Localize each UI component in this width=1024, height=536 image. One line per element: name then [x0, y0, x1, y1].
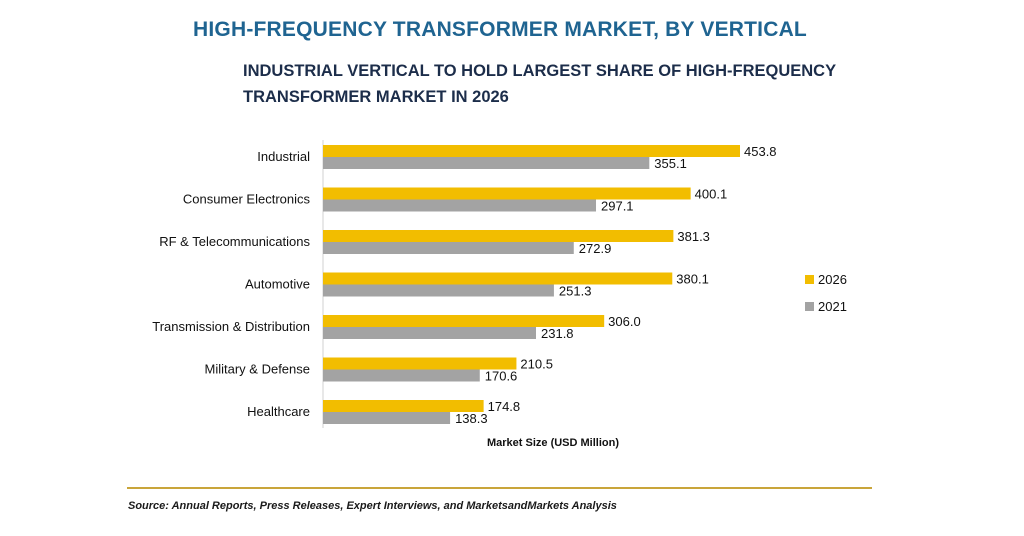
category-label-healthcare: Healthcare — [247, 404, 310, 419]
source-note: Source: Annual Reports, Press Releases, … — [128, 500, 617, 512]
legend-swatch-2026 — [805, 275, 814, 284]
data-label-industrial-2026: 453.8 — [744, 144, 777, 159]
data-label-automotive-2026: 380.1 — [676, 272, 709, 287]
bars-layer — [322, 140, 740, 428]
bar-consumer-electronics-2026 — [323, 187, 691, 200]
category-label-automotive: Automotive — [245, 277, 310, 292]
data-label-industrial-2021: 355.1 — [654, 156, 687, 171]
bar-rf-and-telecommunications-2021 — [323, 242, 574, 254]
labels-layer: Industrial 453.8 355.1 Consumer Electronics… — [152, 144, 776, 426]
bar-transmission-and-distribution-2021 — [323, 327, 537, 339]
data-label-healthcare-2021: 138.3 — [455, 411, 488, 426]
bar-industrial-2026 — [323, 145, 740, 157]
data-label-military-and-defense-2026: 210.5 — [520, 357, 553, 372]
bar-industrial-2021 — [323, 157, 650, 169]
legend-swatch-2021 — [805, 302, 814, 311]
bar-consumer-electronics-2021 — [323, 199, 597, 212]
bar-automotive-2021 — [323, 284, 554, 297]
bar-automotive-2026 — [323, 272, 673, 285]
data-label-consumer-electronics-2021: 297.1 — [601, 199, 634, 214]
data-label-rf-and-telecommunications-2026: 381.3 — [677, 229, 710, 244]
bar-military-and-defense-2021 — [323, 369, 480, 382]
data-label-transmission-and-distribution-2026: 306.0 — [608, 314, 641, 329]
bar-rf-and-telecommunications-2026 — [323, 230, 674, 242]
footer-divider — [127, 487, 872, 489]
category-label-military-and-defense: Military & Defense — [205, 362, 310, 377]
bar-healthcare-2026 — [323, 400, 484, 412]
legend-label-2026: 2026 — [818, 272, 847, 287]
data-label-healthcare-2026: 174.8 — [488, 399, 521, 414]
bar-transmission-and-distribution-2026 — [323, 315, 605, 327]
legend-label-2021: 2021 — [818, 299, 847, 314]
data-label-automotive-2021: 251.3 — [559, 284, 592, 299]
data-label-consumer-electronics-2026: 400.1 — [695, 187, 728, 202]
bar-healthcare-2021 — [323, 412, 451, 424]
chart-subtitle: INDUSTRIAL VERTICAL TO HOLD LARGEST SHAR… — [243, 58, 843, 110]
data-label-military-and-defense-2021: 170.6 — [485, 369, 518, 384]
category-label-industrial: Industrial — [257, 149, 310, 164]
data-label-rf-and-telecommunications-2021: 272.9 — [579, 241, 612, 256]
category-label-rf-and-telecommunications: RF & Telecommunications — [159, 234, 310, 249]
x-axis-label: Market Size (USD Million) — [487, 437, 619, 449]
category-label-consumer-electronics: Consumer Electronics — [183, 192, 311, 207]
legend: 2026 2021 — [805, 272, 847, 314]
category-label-transmission-and-distribution: Transmission & Distribution — [152, 319, 310, 334]
chart-title: HIGH-FREQUENCY TRANSFORMER MARKET, BY VE… — [193, 18, 807, 41]
data-label-transmission-and-distribution-2021: 231.8 — [541, 326, 574, 341]
bar-military-and-defense-2026 — [323, 357, 517, 370]
chart-subtitle-line-1: INDUSTRIAL VERTICAL TO HOLD LARGEST SHAR… — [243, 62, 837, 80]
chart-subtitle-line-2: TRANSFORMER MARKET IN 2026 — [243, 88, 509, 106]
